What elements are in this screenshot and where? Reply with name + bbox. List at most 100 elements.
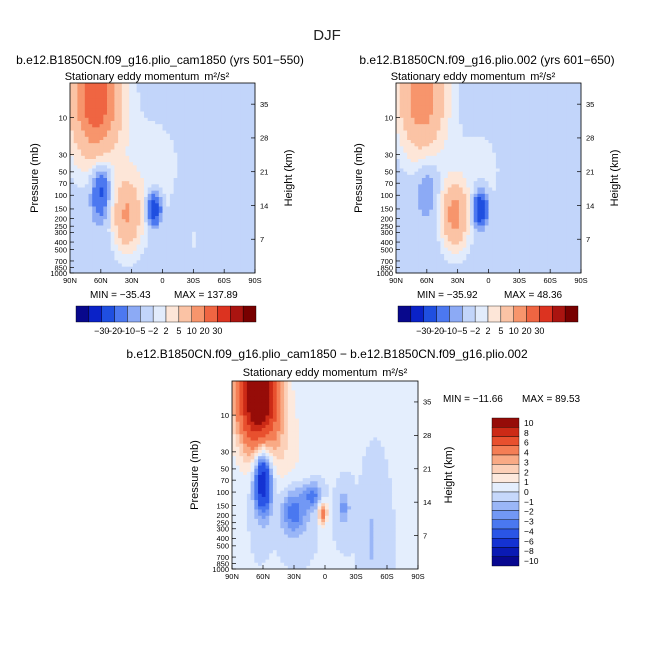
heatmap-cell: [481, 165, 486, 169]
heatmap-cell: [229, 152, 234, 157]
heatmap-cell: [125, 228, 130, 233]
heatmap-cell: [229, 178, 234, 182]
heatmap-cell: [107, 181, 112, 185]
heatmap-cell: [251, 159, 256, 163]
heatmap-cell: [429, 165, 434, 169]
heatmap-cell: [451, 117, 456, 122]
heatmap-cell: [162, 184, 167, 188]
heatmap-cell: [236, 146, 241, 150]
heatmap-cell: [473, 168, 478, 173]
heatmap-cell: [88, 149, 93, 154]
heatmap-cell: [107, 152, 112, 157]
heatmap-cell: [566, 197, 571, 201]
heatmap-cell: [88, 98, 93, 103]
heatmap-cell: [88, 181, 93, 185]
heatmap-cell: [70, 266, 75, 271]
heatmap-cell: [499, 181, 504, 185]
heatmap-cell: [525, 149, 530, 154]
heatmap-cell: [433, 133, 438, 138]
heatmap-cell: [125, 219, 130, 223]
heatmap-cell: [573, 108, 578, 112]
heatmap-cell: [529, 178, 534, 182]
heatmap-cell: [218, 174, 223, 179]
heatmap-cell: [499, 111, 504, 116]
heatmap-cell: [118, 244, 123, 249]
heatmap-cell: [484, 178, 489, 182]
heatmap-cell: [88, 216, 93, 220]
heatmap-cell: [206, 98, 211, 103]
heatmap-cell: [418, 114, 423, 119]
heatmap-cell: [532, 193, 537, 198]
heatmap-cell: [114, 149, 119, 154]
heatmap-cell: [162, 247, 167, 252]
heatmap-cell: [455, 165, 460, 169]
heatmap-cell: [525, 86, 530, 90]
heatmap-cell: [433, 165, 438, 169]
heatmap-cell: [470, 114, 475, 119]
heatmap-cell: [144, 171, 149, 176]
heatmap-cell: [155, 162, 160, 166]
heatmap-cell: [462, 83, 467, 87]
heatmap-cell: [144, 238, 149, 242]
heatmap-cell: [429, 121, 434, 125]
heatmap-cell: [214, 155, 219, 160]
heatmap-cell: [229, 241, 234, 245]
heatmap-cell: [203, 102, 208, 106]
heatmap-cell: [184, 143, 189, 147]
heatmap-cell: [566, 174, 571, 179]
heatmap-cell: [103, 171, 108, 176]
heatmap-cell: [95, 159, 100, 163]
heatmap-cell: [451, 140, 456, 144]
heatmap-cell: [206, 92, 211, 97]
heatmap-cell: [181, 143, 186, 147]
heatmap-cell: [562, 95, 567, 100]
heatmap-cell: [140, 143, 145, 147]
heatmap-cell: [236, 92, 241, 97]
heatmap-cell: [147, 140, 152, 144]
heatmap-cell: [484, 162, 489, 166]
heatmap-cell: [132, 124, 137, 128]
heatmap-cell: [451, 165, 456, 169]
heatmap-cell: [518, 89, 523, 93]
heatmap-cell: [529, 197, 534, 201]
heatmap-cell: [169, 130, 174, 135]
heatmap-cell: [81, 124, 86, 128]
heatmap-cell: [399, 130, 404, 135]
heatmap-cell: [429, 111, 434, 116]
heatmap-cell: [462, 127, 467, 131]
heatmap-cell: [429, 181, 434, 185]
heatmap-cell: [492, 193, 497, 198]
heatmap-cell: [495, 171, 500, 176]
heatmap-cell: [151, 269, 156, 274]
heatmap-cell: [429, 171, 434, 176]
heatmap-cell: [158, 222, 163, 226]
heatmap-cell: [192, 193, 197, 198]
heatmap-cell: [173, 235, 178, 239]
heatmap-cell: [177, 159, 182, 163]
heatmap-cell: [481, 171, 486, 176]
heatmap-cell: [84, 197, 89, 201]
heatmap-cell: [203, 114, 208, 119]
heatmap-cell: [458, 197, 463, 201]
heatmap-cell: [503, 200, 508, 204]
heatmap-cell: [147, 89, 152, 93]
heatmap-cell: [577, 155, 582, 160]
heatmap-cell: [418, 190, 423, 195]
heatmap-cell: [243, 250, 248, 255]
heatmap-cell: [151, 254, 156, 258]
heatmap-cell: [403, 143, 408, 147]
heatmap-cell: [81, 136, 86, 141]
heatmap-cell: [396, 136, 401, 141]
heatmap-cell: [125, 133, 130, 138]
heatmap-cell: [455, 108, 460, 112]
heatmap-cell: [218, 152, 223, 157]
heatmap-cell: [247, 83, 252, 87]
heatmap-cell: [407, 86, 412, 90]
heatmap-cell: [73, 133, 78, 138]
heatmap-cell: [144, 257, 149, 261]
heatmap-cell: [251, 102, 256, 106]
heatmap-cell: [99, 203, 104, 207]
heatmap-cell: [396, 184, 401, 188]
heatmap-cell: [240, 203, 245, 207]
heatmap-cell: [410, 193, 415, 198]
